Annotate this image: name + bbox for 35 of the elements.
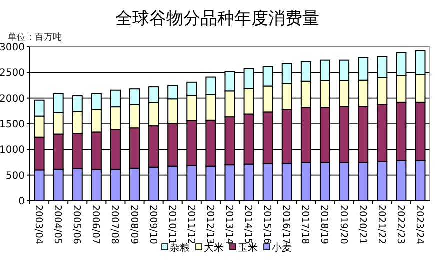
- y-tick-label: 2000: [0, 94, 25, 105]
- x-tick-label: 2012/13: [204, 205, 216, 244]
- legend-label: 小麦: [272, 242, 292, 254]
- x-tick-label: 2014/15: [242, 205, 254, 244]
- x-tick-label: 2007/08: [109, 205, 120, 244]
- chart-title: 全球谷物分品种年度消费量: [116, 9, 320, 29]
- y-tick-label: 1000: [0, 145, 25, 156]
- x-tick-label: 2003/04: [33, 205, 44, 244]
- bar: [186, 82, 198, 96]
- x-tick-label: 2016/17: [280, 205, 292, 244]
- x-tick-label: 2004/05: [52, 205, 64, 244]
- x-tick-label: 2022/23: [394, 205, 406, 244]
- x-tick-label: 2005/06: [71, 205, 82, 244]
- legend-label: 大米: [204, 242, 224, 254]
- y-tick-label: 2500: [0, 68, 25, 80]
- x-tick-label: 2017/18: [300, 205, 311, 244]
- text: 单位：百万吨: [8, 32, 62, 43]
- legend-label: 玉米: [238, 242, 258, 254]
- x-tick-label: 2008/09: [128, 205, 140, 244]
- legend-label: 杂粮: [170, 242, 190, 254]
- x-tick-label: 2006/07: [90, 205, 102, 244]
- y-tick-label: 1500: [0, 120, 25, 130]
- x-tick-label: 2013/14: [224, 205, 234, 244]
- y-tick-label: 500: [6, 170, 25, 182]
- x-tick-label: 2015/16: [262, 205, 273, 244]
- y-tick-label: 3000: [0, 42, 25, 54]
- x-tick-label: 2009/10: [147, 205, 158, 244]
- x-tick-label: 2018/19: [318, 205, 330, 244]
- bar: [206, 76, 216, 96]
- x-tick-label: 2020/21: [356, 205, 368, 244]
- x-tick-label: 2019/20: [338, 205, 349, 244]
- x-tick-label: 2010/11: [166, 205, 178, 244]
- x-tick-label: 2021/22: [376, 205, 387, 244]
- y-tick-label: 0: [18, 196, 25, 208]
- x-tick-label: 2023/24: [414, 205, 425, 244]
